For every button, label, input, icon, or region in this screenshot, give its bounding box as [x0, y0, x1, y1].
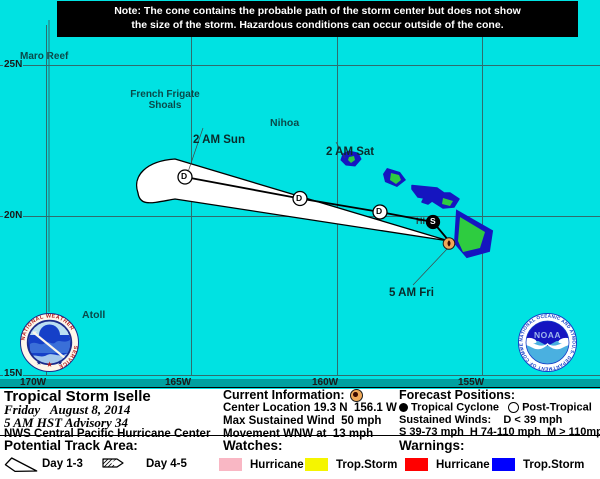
svg-text:NOAA: NOAA [534, 330, 561, 340]
